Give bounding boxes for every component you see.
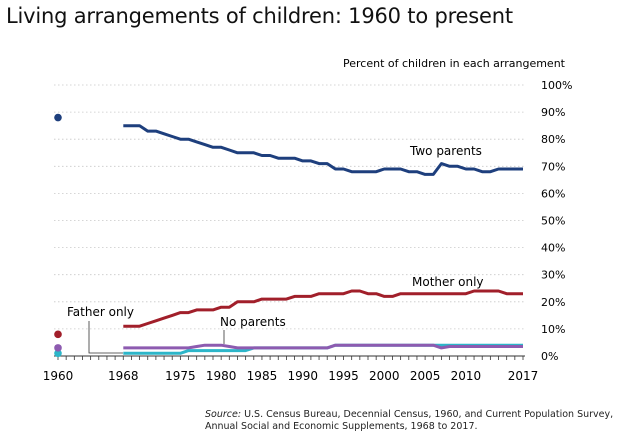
y-tick-label: 0% bbox=[541, 350, 558, 363]
x-tick-label: 2005 bbox=[410, 369, 441, 383]
y-tick-label: 90% bbox=[541, 106, 565, 119]
data-point-1960-two-parents bbox=[54, 113, 62, 122]
source-text-2: Annual Social and Economic Supplements, … bbox=[205, 421, 478, 432]
data-point-1960-father-only bbox=[54, 349, 62, 358]
data-point-1960-no-parents bbox=[54, 344, 62, 352]
x-tick-label: 1975 bbox=[165, 369, 196, 383]
x-tick-label: 2000 bbox=[369, 369, 400, 383]
y-tick-label: 30% bbox=[541, 269, 565, 282]
y-tick-label: 100% bbox=[541, 79, 572, 92]
y-axis-label: Percent of children in each arrangement bbox=[343, 57, 566, 70]
y-tick-label: 70% bbox=[541, 160, 565, 173]
series-label-mother-only: Mother only bbox=[412, 275, 484, 289]
y-tick-label: 20% bbox=[541, 296, 565, 309]
series-line-two-parents bbox=[123, 124, 523, 176]
father-only-leader-line bbox=[88, 321, 123, 354]
source-note: Source: U.S. Census Bureau, Decennial Ce… bbox=[205, 409, 613, 433]
y-tick-label: 60% bbox=[541, 187, 565, 200]
y-tick-label: 50% bbox=[541, 215, 565, 228]
source-label: Source: bbox=[205, 409, 242, 420]
data-point-1960-mother-only bbox=[54, 330, 62, 339]
x-tick-label: 1990 bbox=[287, 369, 318, 383]
x-tick-label: 1985 bbox=[247, 369, 278, 383]
x-tick-label: 1995 bbox=[328, 369, 359, 383]
y-tick-label: 10% bbox=[541, 323, 565, 336]
x-tick-label: 1980 bbox=[206, 369, 237, 383]
source-text: U.S. Census Bureau, Decennial Census, 19… bbox=[241, 409, 614, 420]
y-tick-label: 80% bbox=[541, 133, 565, 146]
series-label-two-parents: Two parents bbox=[409, 144, 482, 158]
x-tick-label: 2010 bbox=[451, 369, 482, 383]
x-tick-label: 2017 bbox=[508, 369, 539, 383]
x-tick-label: 1968 bbox=[108, 369, 139, 383]
series-label-no-parents: No parents bbox=[220, 315, 286, 329]
y-tick-label: 40% bbox=[541, 242, 565, 255]
x-tick-label: 1960 bbox=[43, 369, 74, 383]
series-line-mother-only bbox=[123, 289, 523, 328]
series-label-father-only: Father only bbox=[67, 305, 134, 319]
chart-title: Living arrangements of children: 1960 to… bbox=[6, 4, 513, 28]
series-line-no-parents bbox=[123, 343, 523, 350]
